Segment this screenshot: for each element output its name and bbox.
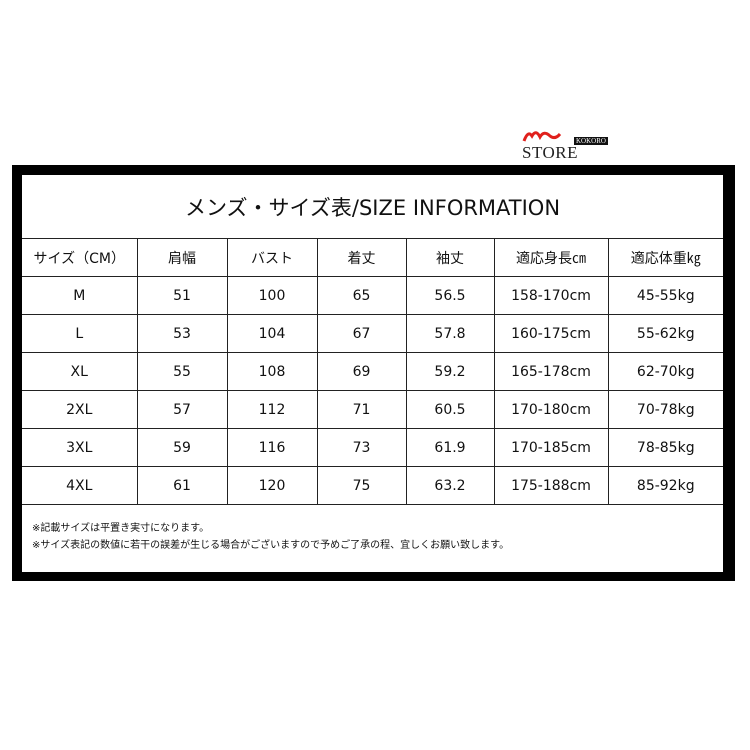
table-row: M 51 100 65 56.5 158-170cm 45-55kg: [22, 276, 723, 315]
note: ※サイズ表記の数値に若干の誤差が生じる場合がございますので予めご了承の程、宜しく…: [32, 540, 510, 551]
table-cell: 116: [226, 428, 318, 467]
table-cell: 55: [136, 352, 228, 391]
table-row: L 53 104 67 57.8 160-175cm 55-62kg: [22, 314, 723, 353]
table-row: 3XL 59 116 73 61.9 170-185cm 78-85kg: [22, 428, 723, 467]
logo-brand: KOKORO: [574, 137, 608, 145]
note: ※記載サイズは平置き実寸になります。: [32, 523, 210, 534]
table-cell: バスト: [226, 238, 318, 277]
table-cell: 170-180cm: [493, 390, 609, 429]
table-cell: 160-175cm: [493, 314, 609, 353]
table-cell: 75: [316, 466, 407, 505]
table-cell: 53: [136, 314, 228, 353]
table-cell: 165-178cm: [493, 352, 609, 391]
table-cell: 73: [316, 428, 407, 467]
logo-mark-icon: [522, 131, 562, 142]
table-row: XL 55 108 69 59.2 165-178cm 62-70kg: [22, 352, 723, 391]
table-cell: 120: [226, 466, 318, 505]
table-cell: 112: [226, 390, 318, 429]
table-cell: 57.8: [405, 314, 495, 353]
table-cell: 2XL: [22, 390, 138, 429]
table-cell: 108: [226, 352, 318, 391]
table-cell: 60.5: [405, 390, 495, 429]
table-cell: 65: [316, 276, 407, 315]
table-cell: 51: [136, 276, 228, 315]
size-table: サイズ（CM） 肩幅 バスト 着丈 袖丈 適応身長㎝ 適応体重㎏ M 51 100 65 56.5 15…: [22, 238, 723, 505]
notes: ※記載サイズは平置き実寸になります。 ※サイズ表記の数値に若干の誤差が生じる場合…: [32, 520, 509, 554]
table-cell: 85-92kg: [607, 466, 723, 505]
table-cell: 着丈: [316, 238, 407, 277]
table-cell: 56.5: [405, 276, 495, 315]
header-row: サイズ（CM） 肩幅 バスト 着丈 袖丈 適応身長㎝ 適応体重㎏: [22, 238, 723, 277]
table-row: 2XL 57 112 71 60.5 170-180cm 70-78kg: [22, 390, 723, 429]
table-cell: 78-85kg: [607, 428, 723, 467]
table-cell: 61.9: [405, 428, 495, 467]
store-logo: KOKORO STORE: [518, 126, 608, 162]
table-cell: 170-185cm: [493, 428, 609, 467]
table-cell: 適応体重㎏: [607, 238, 723, 277]
table-cell: 55-62kg: [607, 314, 723, 353]
table-cell: 4XL: [22, 466, 138, 505]
table-cell: 71: [316, 390, 407, 429]
chart-title: メンズ・サイズ表/SIZE INFORMATION: [22, 175, 723, 239]
table-cell: 67: [316, 314, 407, 353]
table-row: 4XL 61 120 75 63.2 175-188cm 85-92kg: [22, 466, 723, 505]
table-cell: 肩幅: [136, 238, 228, 277]
table-cell: M: [22, 276, 138, 315]
table-cell: 104: [226, 314, 318, 353]
table-cell: 62-70kg: [607, 352, 723, 391]
table-cell: 158-170cm: [493, 276, 609, 315]
table-cell: 61: [136, 466, 228, 505]
size-chart: メンズ・サイズ表/SIZE INFORMATION サイズ（CM） 肩幅 バスト 着丈…: [22, 175, 723, 572]
table-cell: 70-78kg: [607, 390, 723, 429]
table-cell: 59: [136, 428, 228, 467]
table-cell: XL: [22, 352, 138, 391]
table-cell: 69: [316, 352, 407, 391]
table-cell: 45-55kg: [607, 276, 723, 315]
table-cell: 63.2: [405, 466, 495, 505]
table-cell: 100: [226, 276, 318, 315]
table-cell: 59.2: [405, 352, 495, 391]
table-cell: 57: [136, 390, 228, 429]
table-cell: L: [22, 314, 138, 353]
table-cell: 3XL: [22, 428, 138, 467]
table-cell: サイズ（CM）: [22, 238, 138, 277]
table-cell: 袖丈: [405, 238, 495, 277]
table-cell: 175-188cm: [493, 466, 609, 505]
table-cell: 適応身長㎝: [493, 238, 609, 277]
logo-name: STORE: [522, 143, 579, 162]
